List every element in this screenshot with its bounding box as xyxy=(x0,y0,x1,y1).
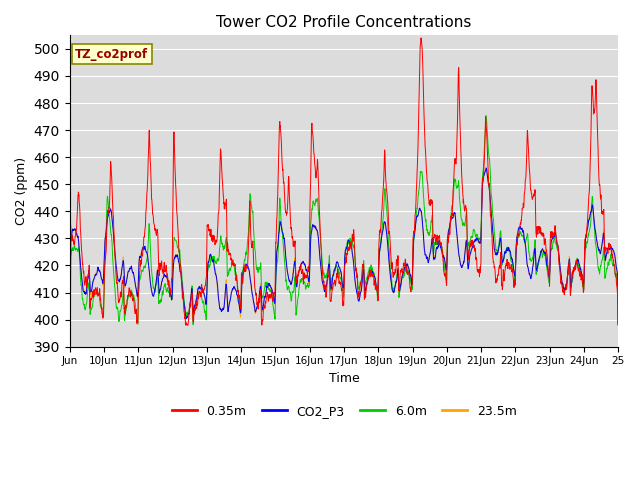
Line: 23.5m: 23.5m xyxy=(70,167,618,325)
0.35m xyxy=(377,224,385,229)
23.5m xyxy=(66,322,74,328)
0.35m xyxy=(540,241,548,247)
0.35m xyxy=(66,322,74,328)
6.0m xyxy=(540,252,548,258)
CO2_P3 xyxy=(509,264,517,269)
6.0m xyxy=(614,322,622,328)
0.35m xyxy=(607,242,614,248)
0.35m xyxy=(614,322,622,328)
0.35m xyxy=(239,279,246,285)
0.35m xyxy=(417,35,425,41)
23.5m xyxy=(483,164,490,170)
6.0m xyxy=(483,112,490,118)
6.0m xyxy=(607,253,614,259)
23.5m xyxy=(509,264,517,269)
Line: 0.35m: 0.35m xyxy=(70,38,618,325)
CO2_P3 xyxy=(377,241,385,247)
23.5m xyxy=(540,249,548,255)
0.35m xyxy=(120,305,128,311)
23.5m xyxy=(120,279,128,285)
Y-axis label: CO2 (ppm): CO2 (ppm) xyxy=(15,157,28,225)
6.0m xyxy=(509,269,517,275)
23.5m xyxy=(377,239,385,244)
CO2_P3 xyxy=(66,322,74,328)
Line: 6.0m: 6.0m xyxy=(70,115,618,325)
CO2_P3 xyxy=(239,272,246,277)
Line: CO2_P3: CO2_P3 xyxy=(70,168,618,325)
Title: Tower CO2 Profile Concentrations: Tower CO2 Profile Concentrations xyxy=(216,15,472,30)
CO2_P3 xyxy=(607,244,614,250)
0.35m xyxy=(509,275,517,281)
X-axis label: Time: Time xyxy=(328,372,360,385)
23.5m xyxy=(607,244,614,250)
Text: TZ_co2prof: TZ_co2prof xyxy=(75,48,148,61)
6.0m xyxy=(239,267,246,273)
Legend: 0.35m, CO2_P3, 6.0m, 23.5m: 0.35m, CO2_P3, 6.0m, 23.5m xyxy=(166,400,522,423)
23.5m xyxy=(239,268,246,274)
23.5m xyxy=(614,322,622,328)
6.0m xyxy=(66,322,74,328)
CO2_P3 xyxy=(120,276,128,282)
CO2_P3 xyxy=(540,250,548,256)
CO2_P3 xyxy=(483,165,490,171)
6.0m xyxy=(120,318,128,324)
6.0m xyxy=(377,238,385,243)
CO2_P3 xyxy=(614,322,622,328)
